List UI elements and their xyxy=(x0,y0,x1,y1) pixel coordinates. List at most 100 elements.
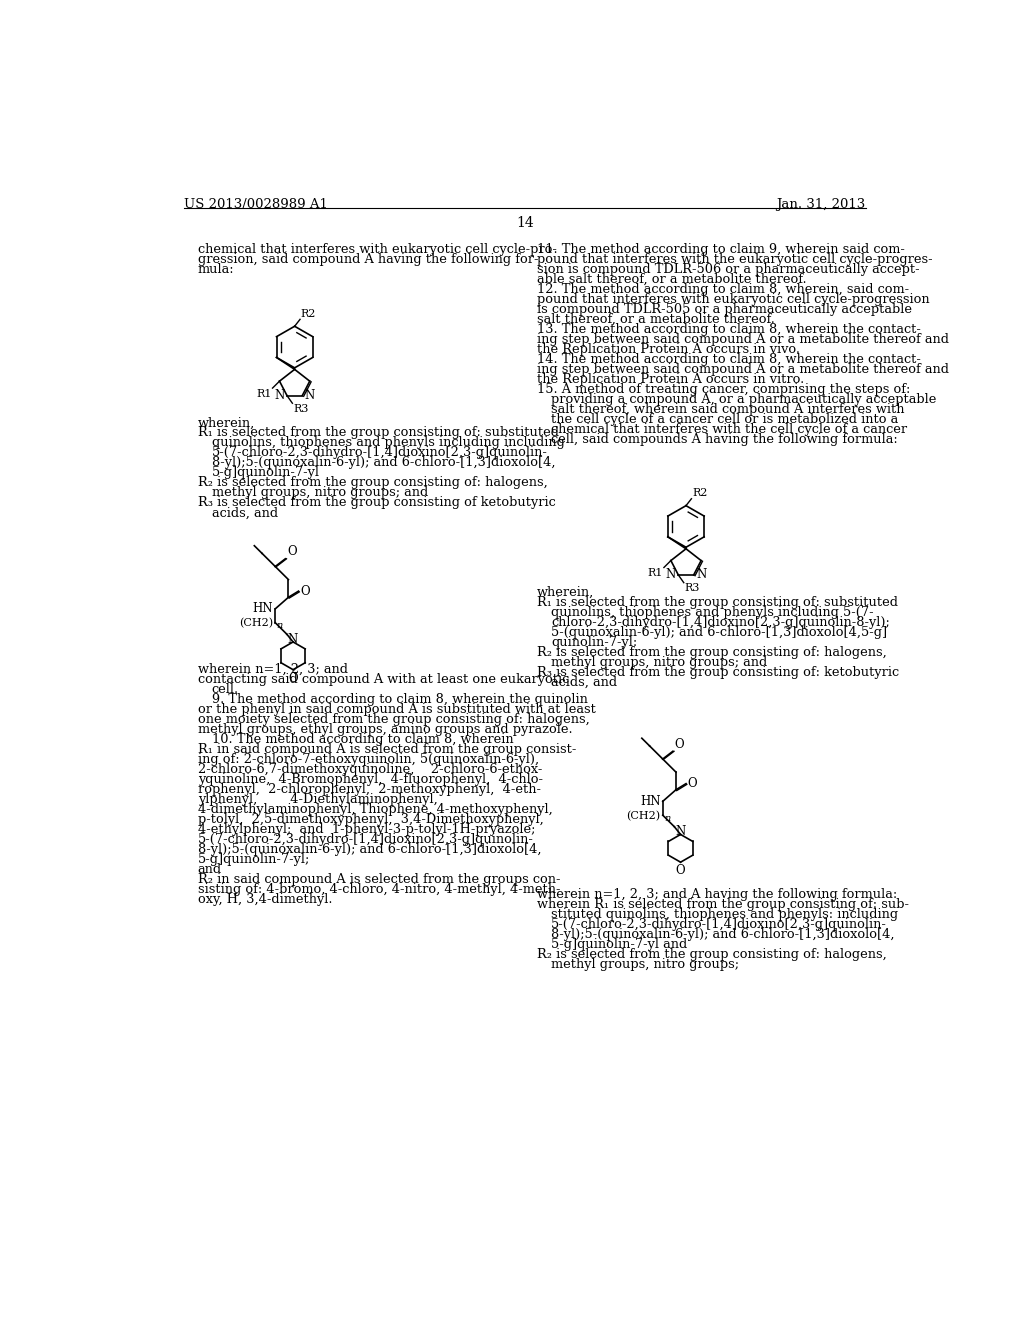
Text: 8-yl);5-(quinoxalin-6-yl); and 6-chloro-[1,3]dioxolo[4,: 8-yl);5-(quinoxalin-6-yl); and 6-chloro-… xyxy=(198,843,542,855)
Text: n: n xyxy=(276,622,283,630)
Text: HN: HN xyxy=(253,602,273,615)
Text: cell.: cell. xyxy=(212,682,239,696)
Text: chemical that interferes with the cell cycle of a cancer: chemical that interferes with the cell c… xyxy=(551,424,907,437)
Text: p-tolyl,  2,5-dimethoxyphenyl,  3,4-Dimethoxyphenyl,: p-tolyl, 2,5-dimethoxyphenyl, 3,4-Dimeth… xyxy=(198,813,544,826)
Text: salt thereof, or a metabolite thereof.: salt thereof, or a metabolite thereof. xyxy=(538,313,775,326)
Text: 4-ethylphenyl;  and  1-phenyl-3-p-tolyl-1H-pryazole;: 4-ethylphenyl; and 1-phenyl-3-p-tolyl-1H… xyxy=(198,822,536,836)
Text: O: O xyxy=(687,777,697,791)
Text: 5-(7-chloro-2,3-dihydro-[1,4]dioxino[2,3-g]quinolin-: 5-(7-chloro-2,3-dihydro-[1,4]dioxino[2,3… xyxy=(212,446,548,459)
Text: is compound TDLR-505 or a pharmaceutically acceptable: is compound TDLR-505 or a pharmaceutical… xyxy=(538,304,912,317)
Text: R₁ in said compound A is selected from the group consist-: R₁ in said compound A is selected from t… xyxy=(198,743,577,756)
Text: ing step between said compound A or a metabolite thereof and: ing step between said compound A or a me… xyxy=(538,363,949,376)
Text: gression, said compound A having the following for-: gression, said compound A having the fol… xyxy=(198,253,539,267)
Text: O: O xyxy=(289,672,298,685)
Text: cell, said compounds A having the following formula:: cell, said compounds A having the follow… xyxy=(551,433,898,446)
Text: able salt thereof, or a metabolite thereof.: able salt thereof, or a metabolite there… xyxy=(538,273,807,286)
Text: (CH2): (CH2) xyxy=(239,618,273,628)
Text: methyl groups, nitro groups; and: methyl groups, nitro groups; and xyxy=(212,487,428,499)
Text: 14. The method according to claim 8, wherein the contact-: 14. The method according to claim 8, whe… xyxy=(538,354,921,366)
Text: O: O xyxy=(287,545,297,558)
Text: US 2013/0028989 A1: US 2013/0028989 A1 xyxy=(183,198,328,211)
Text: 14: 14 xyxy=(516,216,534,230)
Text: R2: R2 xyxy=(692,488,708,498)
Text: 15. A method of treating cancer, comprising the steps of:: 15. A method of treating cancer, compris… xyxy=(538,383,910,396)
Text: or the phenyl in said compound A is substituted with at least: or the phenyl in said compound A is subs… xyxy=(198,702,596,715)
Text: R3: R3 xyxy=(684,583,700,594)
Text: quinolin-7-yl:: quinolin-7-yl: xyxy=(551,636,637,649)
Text: chloro-2,3-dihydro-[1,4]dioxino[2,3-g]quinolin-8-yl);: chloro-2,3-dihydro-[1,4]dioxino[2,3-g]qu… xyxy=(551,615,890,628)
Text: 5-g]quinolin-7-yl: 5-g]quinolin-7-yl xyxy=(212,466,319,479)
Text: R₂ is selected from the group consisting of: halogens,: R₂ is selected from the group consisting… xyxy=(538,949,887,961)
Text: sion is compound TDLR-506 or a pharmaceutically accept-: sion is compound TDLR-506 or a pharmaceu… xyxy=(538,263,920,276)
Text: O: O xyxy=(300,585,309,598)
Text: methyl groups, nitro groups; and: methyl groups, nitro groups; and xyxy=(551,656,767,669)
Text: R₁ is selected from the group consisting of: substituted: R₁ is selected from the group consisting… xyxy=(198,426,559,440)
Text: R2: R2 xyxy=(301,309,316,318)
Text: 9. The method according to claim 8, wherein the quinolin: 9. The method according to claim 8, wher… xyxy=(212,693,588,706)
Text: contacting said compound A with at least one eukaryotic: contacting said compound A with at least… xyxy=(198,673,569,686)
Text: Jan. 31, 2013: Jan. 31, 2013 xyxy=(776,198,866,211)
Text: (CH2): (CH2) xyxy=(627,810,660,821)
Text: R₃ is selected from the group consisting of ketobutyric: R₃ is selected from the group consisting… xyxy=(198,496,555,510)
Text: 2-chloro-6,7-dimethoxyquinoline,    2-chloro-6-ethox-: 2-chloro-6,7-dimethoxyquinoline, 2-chlor… xyxy=(198,763,542,776)
Text: 13. The method according to claim 8, wherein the contact-: 13. The method according to claim 8, whe… xyxy=(538,323,921,337)
Text: ing step between said compound A or a metabolite thereof and: ing step between said compound A or a me… xyxy=(538,333,949,346)
Text: quinolins, thiophenes and phenyls including 5-(7-: quinolins, thiophenes and phenyls includ… xyxy=(551,606,873,619)
Text: 8-yl);5-(quinoxalin-6-yl); and 6-chloro-[1,3]dioxolo[4,: 8-yl);5-(quinoxalin-6-yl); and 6-chloro-… xyxy=(212,457,555,470)
Text: sisting of: 4-bromo, 4-chloro, 4-nitro, 4-methyl, 4-meth-: sisting of: 4-bromo, 4-chloro, 4-nitro, … xyxy=(198,883,560,896)
Text: N: N xyxy=(675,825,685,838)
Text: the Replication Protein A occurs in vivo.: the Replication Protein A occurs in vivo… xyxy=(538,343,800,356)
Text: R₁ is selected from the group consisting of: substituted: R₁ is selected from the group consisting… xyxy=(538,595,898,609)
Text: 10. The method according to claim 8, wherein: 10. The method according to claim 8, whe… xyxy=(212,733,513,746)
Text: methyl groups, nitro groups;: methyl groups, nitro groups; xyxy=(551,958,739,972)
Text: 5-(7-chloro-2,3-dihydro-[1,4]dioxino[2,3-g]quinolin-: 5-(7-chloro-2,3-dihydro-[1,4]dioxino[2,3… xyxy=(198,833,534,846)
Text: wherein R₁ is selected from the group consisting of: sub-: wherein R₁ is selected from the group co… xyxy=(538,899,909,911)
Text: N: N xyxy=(696,569,707,582)
Text: quinolins, thiophenes and phenyls including including: quinolins, thiophenes and phenyls includ… xyxy=(212,437,564,449)
Text: salt thereof, wherein said compound A interferes with: salt thereof, wherein said compound A in… xyxy=(551,404,904,416)
Text: 8-yl);5-(quinoxalin-6-yl); and 6-chloro-[1,3]dioxolo[4,: 8-yl);5-(quinoxalin-6-yl); and 6-chloro-… xyxy=(551,928,895,941)
Text: the Replication Protein A occurs in vitro.: the Replication Protein A occurs in vitr… xyxy=(538,374,805,387)
Text: wherein,: wherein, xyxy=(198,416,255,429)
Text: pound that interferes with eukaryotic cell cycle-progression: pound that interferes with eukaryotic ce… xyxy=(538,293,930,306)
Text: mula:: mula: xyxy=(198,263,234,276)
Text: 5-(quinoxalin-6-yl); and 6-chloro-[1,3]dioxolo[4,5-g]: 5-(quinoxalin-6-yl); and 6-chloro-[1,3]d… xyxy=(551,626,887,639)
Text: acids, and: acids, and xyxy=(551,676,617,689)
Text: N: N xyxy=(666,569,676,582)
Text: N: N xyxy=(304,389,314,403)
Text: 5-g]quinolin-7-yl and: 5-g]quinolin-7-yl and xyxy=(551,939,687,952)
Text: N: N xyxy=(274,389,285,403)
Text: O: O xyxy=(675,738,684,751)
Text: providing a compound A, or a pharmaceutically acceptable: providing a compound A, or a pharmaceuti… xyxy=(551,393,937,407)
Text: HN: HN xyxy=(640,795,660,808)
Text: stituted quinolins, thiophenes and phenyls: including: stituted quinolins, thiophenes and pheny… xyxy=(551,908,898,921)
Text: and: and xyxy=(198,863,222,876)
Text: yquinoline,  4-Bromophenyl,  4-fluorophenyl,  4-chlo-: yquinoline, 4-Bromophenyl, 4-fluoropheny… xyxy=(198,774,543,785)
Text: 5-g]quinolin-7-yl;: 5-g]quinolin-7-yl; xyxy=(198,853,310,866)
Text: ing of: 2-chloro-7-ethoxyquinolin, 5(quinoxalin-6-yl),: ing of: 2-chloro-7-ethoxyquinolin, 5(qui… xyxy=(198,752,539,766)
Text: pound that interferes with the eukaryotic cell cycle-progres-: pound that interferes with the eukaryoti… xyxy=(538,253,933,267)
Text: one moiety selected from the group consisting of: halogens,: one moiety selected from the group consi… xyxy=(198,713,590,726)
Text: chemical that interferes with eukaryotic cell cycle-pro-: chemical that interferes with eukaryotic… xyxy=(198,243,557,256)
Text: wherein n=1, 2, 3; and: wherein n=1, 2, 3; and xyxy=(198,663,348,676)
Text: 5-(7-chloro-2,3-dihydro-[1,4]dioxino[2,3-g]quinolin-: 5-(7-chloro-2,3-dihydro-[1,4]dioxino[2,3… xyxy=(551,919,887,932)
Text: wherein n=1, 2, 3; and A having the following formula:: wherein n=1, 2, 3; and A having the foll… xyxy=(538,888,897,902)
Text: ylphenyl,        4-Diethylaminophenyl,: ylphenyl, 4-Diethylaminophenyl, xyxy=(198,793,437,807)
Text: R1: R1 xyxy=(256,389,271,399)
Text: rophenyl,  2-chlorophenyl,  2-methoxyphenyl,  4-eth-: rophenyl, 2-chlorophenyl, 2-methoxypheny… xyxy=(198,783,541,796)
Text: R3: R3 xyxy=(293,404,308,414)
Text: 11. The method according to claim 9, wherein said com-: 11. The method according to claim 9, whe… xyxy=(538,243,905,256)
Text: methyl groups, ethyl groups, amino groups and pyrazole.: methyl groups, ethyl groups, amino group… xyxy=(198,723,572,735)
Text: N: N xyxy=(288,632,298,645)
Text: O: O xyxy=(676,865,685,878)
Text: wherein,: wherein, xyxy=(538,586,595,599)
Text: n: n xyxy=(665,813,671,822)
Text: acids, and: acids, and xyxy=(212,507,278,520)
Text: R₂ in said compound A is selected from the groups con-: R₂ in said compound A is selected from t… xyxy=(198,873,560,886)
Text: R1: R1 xyxy=(648,569,664,578)
Text: R₂ is selected from the group consisting of: halogens,: R₂ is selected from the group consisting… xyxy=(538,645,887,659)
Text: 4-dimethylaminophenyl, Thiophene, 4-methoxyphenyl,: 4-dimethylaminophenyl, Thiophene, 4-meth… xyxy=(198,803,553,816)
Text: 12. The method according to claim 8, wherein, said com-: 12. The method according to claim 8, whe… xyxy=(538,284,909,296)
Text: the cell cycle of a cancer cell or is metabolized into a: the cell cycle of a cancer cell or is me… xyxy=(551,413,898,426)
Text: R₃ is selected from the group consisting of: ketobutyric: R₃ is selected from the group consisting… xyxy=(538,665,899,678)
